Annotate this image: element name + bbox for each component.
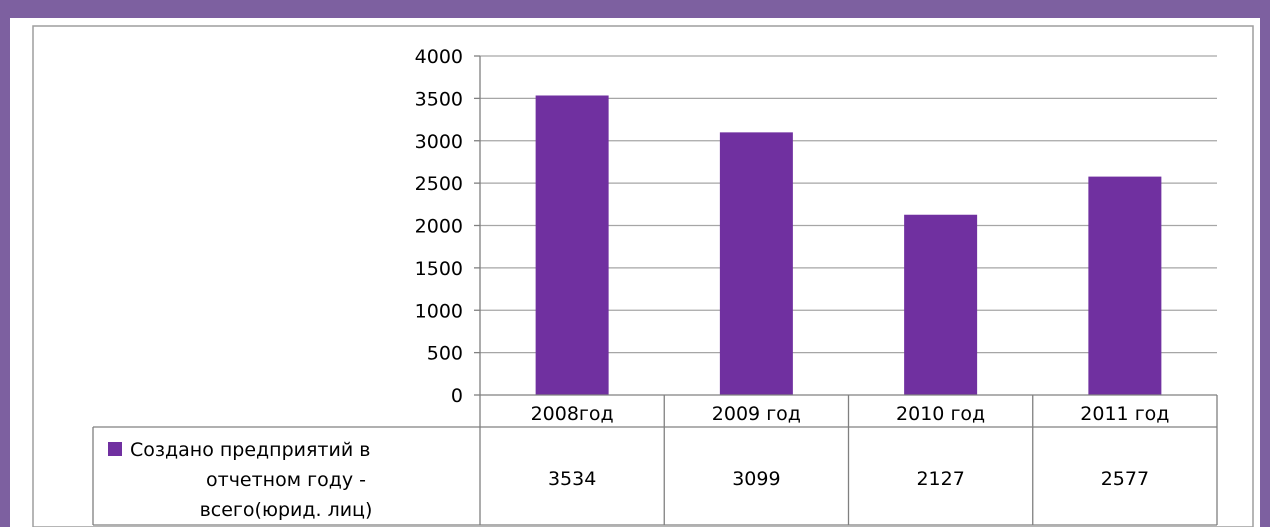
x-category-label: 2010 год bbox=[896, 403, 985, 425]
y-tick-label: 0 bbox=[451, 385, 463, 407]
series-name-line: Создано предприятий в bbox=[130, 439, 370, 461]
y-tick-label: 1000 bbox=[415, 300, 463, 322]
y-tick-label: 3500 bbox=[415, 88, 463, 110]
bar bbox=[904, 214, 978, 395]
y-tick-label: 3000 bbox=[415, 131, 463, 153]
y-tick-label: 500 bbox=[427, 343, 463, 365]
y-tick-label: 2000 bbox=[415, 216, 463, 238]
bar bbox=[719, 132, 793, 395]
data-value-label: 2577 bbox=[1101, 468, 1149, 490]
data-value-label: 3099 bbox=[732, 468, 780, 490]
x-category-label: 2009 год bbox=[712, 403, 801, 425]
legend-swatch bbox=[108, 442, 122, 456]
x-category-label: 2008год bbox=[531, 403, 614, 425]
data-value-label: 3534 bbox=[548, 468, 596, 490]
bar bbox=[535, 95, 609, 395]
chart-container: 0 500 1000 1500 2000 2500 3000 3500 4000 2008год… bbox=[10, 18, 1260, 527]
bars bbox=[535, 95, 1162, 395]
y-axis: 0 500 1000 1500 2000 2500 3000 3500 4000 bbox=[415, 46, 481, 525]
y-tick-label: 2500 bbox=[415, 173, 463, 195]
bar bbox=[1088, 176, 1162, 395]
series-name-line: всего(юрид. лиц) bbox=[200, 499, 373, 521]
y-tick-label: 1500 bbox=[415, 258, 463, 280]
bar-chart: 0 500 1000 1500 2000 2500 3000 3500 4000 2008год… bbox=[32, 25, 1254, 527]
data-value-label: 2127 bbox=[916, 468, 964, 490]
y-tick-label: 4000 bbox=[415, 46, 463, 68]
x-category-label: 2011 год bbox=[1080, 403, 1169, 425]
data-table: 2008год 2009 год 2010 год 2011 год 3534 3099 2… bbox=[92, 394, 1218, 526]
series-name-line: отчетном году - bbox=[206, 469, 366, 491]
